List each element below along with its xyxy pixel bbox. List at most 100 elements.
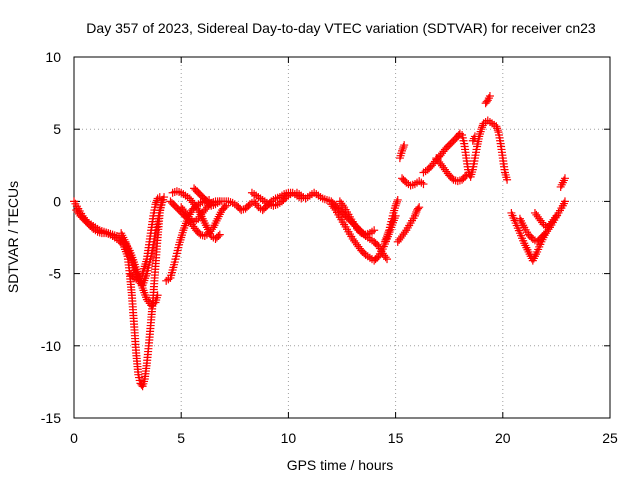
- data-point: [460, 172, 469, 181]
- data-point: [198, 231, 207, 240]
- y-tick-labels: -15 -10 -5 0 5 10: [41, 49, 61, 426]
- data-point: [398, 144, 407, 153]
- series-s4: [117, 193, 169, 290]
- series-s19: [432, 154, 471, 186]
- data-point: [478, 123, 487, 132]
- data-point: [226, 198, 235, 207]
- x-tick-labels: 0 5 10 15 20 25: [70, 430, 618, 446]
- series-s13: [335, 197, 379, 239]
- data-point: [477, 125, 486, 134]
- series-s18: [419, 117, 490, 181]
- data-point: [330, 204, 339, 213]
- series-s26: [556, 174, 569, 191]
- data-point: [175, 188, 184, 197]
- x-tick-label: 15: [388, 430, 404, 446]
- y-tick-label: -5: [49, 266, 62, 282]
- data-point: [410, 211, 419, 220]
- data-point: [160, 193, 169, 202]
- x-axis-label: GPS time / hours: [287, 457, 394, 473]
- series-s21: [481, 91, 494, 108]
- data-point: [286, 190, 295, 199]
- series-s12: [327, 200, 400, 265]
- x-tick-label: 25: [602, 430, 618, 446]
- series-s20: [468, 132, 479, 145]
- data-point: [411, 209, 420, 218]
- y-tick-label: -15: [41, 410, 61, 426]
- series-s14: [380, 195, 402, 246]
- series-s22: [483, 116, 512, 184]
- y-tick-label: 5: [53, 121, 61, 137]
- series-s23: [507, 197, 569, 265]
- data-point: [540, 230, 549, 239]
- x-tick-label: 20: [495, 430, 511, 446]
- data-point: [393, 195, 402, 204]
- x-tick-label: 10: [281, 430, 297, 446]
- series-s16: [395, 141, 409, 163]
- data-point: [414, 204, 423, 213]
- data-point: [393, 197, 402, 206]
- data-point: [541, 229, 550, 238]
- x-tick-label: 5: [177, 430, 185, 446]
- data-point: [214, 232, 223, 241]
- data-point: [560, 174, 569, 183]
- data-point: [383, 232, 392, 241]
- data-point: [408, 180, 417, 189]
- data-point: [381, 253, 390, 262]
- data-point: [455, 176, 464, 185]
- y-axis-label: SDTVAR / TECUs: [5, 181, 21, 293]
- data-point: [485, 91, 494, 100]
- data-point: [168, 188, 177, 197]
- data-point: [320, 195, 329, 204]
- series-s11: [292, 188, 392, 264]
- data-point: [462, 171, 471, 180]
- series-s10: [247, 188, 295, 210]
- data-point: [381, 235, 390, 244]
- data-point: [392, 199, 401, 208]
- data-point: [503, 175, 512, 184]
- series-s24: [515, 214, 550, 246]
- data-point: [380, 237, 389, 246]
- data-point: [419, 180, 428, 189]
- data-point: [558, 178, 567, 187]
- series-s15: [393, 203, 424, 246]
- data-point: [550, 213, 559, 222]
- data-point: [412, 207, 421, 216]
- series-s25: [530, 208, 561, 232]
- data-point: [207, 225, 216, 234]
- data-point: [415, 203, 424, 212]
- data-point: [552, 211, 561, 220]
- data-point: [384, 228, 393, 237]
- data-point: [220, 203, 229, 212]
- data-point: [399, 143, 408, 152]
- x-tick-label: 0: [70, 430, 78, 446]
- data-point: [382, 233, 391, 242]
- chart-title: Day 357 of 2023, Sidereal Day-to-day VTE…: [86, 20, 596, 36]
- data-point: [560, 197, 569, 206]
- data-point: [400, 228, 409, 237]
- y-tick-label: 10: [45, 49, 61, 65]
- data-point: [398, 146, 407, 155]
- data-point: [391, 201, 400, 210]
- data-point: [470, 132, 479, 141]
- data-point: [383, 230, 392, 239]
- data-point: [493, 124, 502, 133]
- data-point: [252, 201, 261, 210]
- data-point: [338, 201, 347, 210]
- series-s17: [398, 174, 428, 190]
- plot-frame: [73, 56, 611, 419]
- data-point: [417, 178, 426, 187]
- data-point: [370, 226, 379, 235]
- data-point: [192, 204, 201, 213]
- data-point: [493, 126, 502, 135]
- data-point: [400, 141, 409, 150]
- data-point: [239, 205, 248, 214]
- y-tick-label: 0: [53, 193, 61, 209]
- data-point: [538, 218, 547, 227]
- data-point: [184, 212, 193, 221]
- data-point: [325, 196, 334, 205]
- data-point: [215, 230, 224, 239]
- data-point: [363, 229, 372, 238]
- series-s6: [168, 187, 224, 243]
- data-point: [383, 255, 392, 264]
